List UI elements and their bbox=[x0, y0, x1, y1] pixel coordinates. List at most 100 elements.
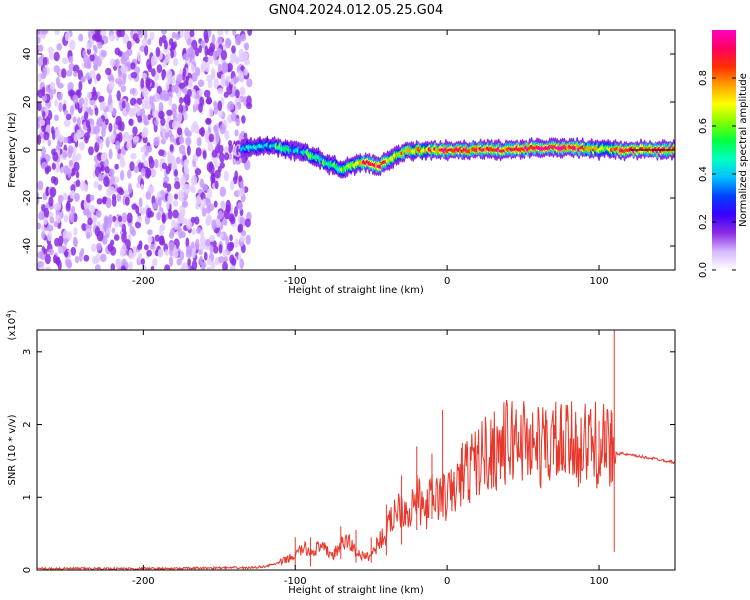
noise-blob bbox=[109, 58, 116, 68]
noise-blob bbox=[51, 162, 56, 170]
noise-blob bbox=[43, 248, 48, 255]
spectrogram-y-tick-label: 40 bbox=[22, 48, 33, 61]
noise-blob bbox=[161, 212, 166, 222]
noise-blob bbox=[100, 101, 107, 110]
noise-blob bbox=[54, 99, 58, 107]
noise-blob bbox=[241, 115, 246, 124]
noise-blob bbox=[238, 175, 243, 182]
snr-y-multiplier-exponent: 4 bbox=[5, 313, 13, 318]
noise-blob bbox=[205, 118, 212, 125]
noise-blob bbox=[233, 56, 240, 63]
noise-blob bbox=[164, 249, 169, 256]
noise-blob bbox=[72, 94, 79, 104]
noise-blob bbox=[52, 151, 59, 162]
noise-blob bbox=[245, 234, 251, 245]
noise-blob bbox=[201, 207, 207, 217]
noise-blob bbox=[174, 83, 179, 94]
noise-blob bbox=[163, 176, 170, 183]
noise-blob bbox=[101, 127, 106, 138]
noise-blob bbox=[234, 206, 238, 218]
noise-blob bbox=[100, 253, 107, 263]
snr-frame bbox=[36, 329, 676, 571]
noise-blob bbox=[232, 75, 238, 85]
noise-blob bbox=[231, 257, 237, 266]
noise-blob bbox=[189, 30, 195, 38]
noise-blob bbox=[197, 79, 205, 87]
noise-blob bbox=[137, 215, 143, 223]
noise-blob bbox=[95, 210, 102, 218]
noise-blob bbox=[104, 166, 110, 174]
noise-blob bbox=[219, 152, 225, 163]
noise-blob bbox=[218, 243, 223, 254]
noise-blob bbox=[222, 62, 229, 73]
noise-blob bbox=[198, 127, 205, 136]
noise-blob bbox=[93, 63, 98, 71]
noise-blob bbox=[163, 40, 168, 50]
noise-blob bbox=[129, 97, 137, 106]
noise-blob bbox=[75, 179, 81, 188]
noise-blob bbox=[234, 129, 239, 137]
noise-blob bbox=[117, 131, 123, 143]
noise-blob bbox=[135, 205, 140, 215]
noise-blob bbox=[110, 174, 115, 185]
noise-blob bbox=[56, 43, 63, 51]
snr-y-tick-label: 3 bbox=[22, 349, 33, 355]
noise-blob bbox=[220, 50, 228, 61]
noise-blob bbox=[106, 197, 112, 206]
noise-blob bbox=[219, 123, 226, 135]
noise-blob bbox=[117, 50, 123, 57]
noise-blob bbox=[121, 212, 128, 223]
noise-blob bbox=[121, 223, 127, 234]
noise-blob bbox=[43, 216, 48, 225]
noise-blob bbox=[201, 183, 208, 192]
noise-blob bbox=[94, 264, 101, 270]
noise-blob bbox=[217, 100, 223, 112]
noise-blob bbox=[100, 50, 107, 58]
noise-blob bbox=[234, 34, 242, 46]
noise-blob bbox=[129, 161, 135, 172]
noise-blob bbox=[43, 207, 50, 219]
noise-blob bbox=[142, 88, 149, 98]
noise-blob bbox=[172, 120, 178, 131]
noise-blob bbox=[208, 133, 215, 143]
noise-blob bbox=[240, 72, 245, 83]
noise-blob bbox=[158, 149, 165, 157]
noise-blob bbox=[144, 96, 150, 105]
noise-blob bbox=[171, 75, 176, 85]
noise-blob bbox=[69, 190, 76, 200]
noise-blob bbox=[211, 172, 216, 183]
noise-blob bbox=[64, 32, 71, 42]
noise-blob bbox=[230, 112, 237, 122]
noise-blob bbox=[229, 264, 236, 270]
noise-blob bbox=[137, 243, 143, 251]
noise-blob bbox=[235, 118, 241, 127]
noise-blob bbox=[99, 138, 104, 150]
noise-blob bbox=[191, 259, 198, 270]
noise-blob bbox=[140, 183, 145, 191]
noise-blob bbox=[65, 258, 72, 268]
noise-blob bbox=[131, 228, 137, 237]
snr-panel: -200 -100 0 100 0 1 2 3 Height of straight lin… bbox=[5, 309, 676, 596]
noise-blob bbox=[194, 47, 200, 57]
noise-blob bbox=[222, 218, 228, 226]
noise-blob bbox=[83, 254, 90, 262]
noise-blob bbox=[74, 101, 80, 110]
noise-blob bbox=[134, 66, 141, 75]
noise-blob bbox=[131, 88, 136, 95]
noise-blob bbox=[144, 45, 149, 56]
noise-blob bbox=[157, 249, 164, 258]
noise-blob bbox=[137, 51, 142, 62]
noise-blob bbox=[50, 126, 55, 135]
noise-blob bbox=[117, 215, 123, 223]
noise-blob bbox=[83, 97, 89, 108]
noise-blob bbox=[187, 88, 192, 98]
noise-blob bbox=[204, 45, 209, 57]
noise-blob bbox=[172, 200, 179, 207]
noise-blob bbox=[167, 155, 173, 164]
noise-blob bbox=[153, 136, 160, 147]
noise-blob bbox=[243, 96, 248, 107]
noise-blob bbox=[182, 67, 187, 77]
noise-blob bbox=[146, 146, 153, 153]
noise-blob bbox=[209, 235, 216, 242]
noise-blob bbox=[147, 38, 152, 46]
